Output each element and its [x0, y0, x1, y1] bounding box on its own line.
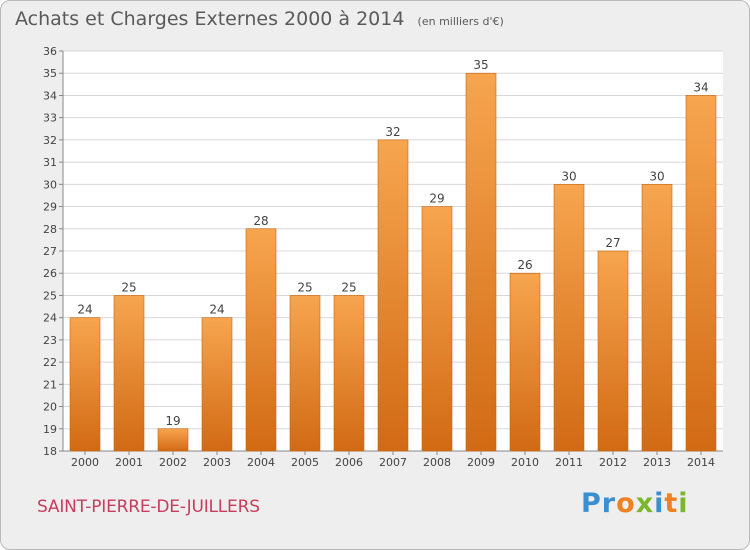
data-label: 29 [429, 192, 444, 206]
data-label: 34 [693, 80, 708, 94]
bar-2006 [333, 295, 365, 452]
x-tick-label: 2013 [643, 456, 671, 469]
bar-2010 [509, 272, 541, 452]
y-tick-label: 26 [43, 267, 57, 280]
bar-2013 [641, 184, 673, 452]
data-label: 24 [209, 303, 224, 317]
logo-letter: x [635, 488, 655, 519]
y-tick-label: 32 [43, 134, 57, 147]
bar-2000 [69, 317, 101, 452]
logo-letter: r [601, 488, 617, 519]
data-label: 25 [341, 280, 356, 294]
bar-2009 [465, 72, 497, 452]
bar-2011 [553, 184, 585, 452]
x-tick-label: 2004 [247, 456, 275, 469]
data-label: 25 [297, 280, 312, 294]
data-label: 30 [649, 169, 664, 183]
y-tick-label: 30 [43, 178, 57, 191]
bar-2007 [377, 139, 409, 452]
bar-2003 [201, 317, 233, 452]
y-tick-label: 27 [43, 245, 57, 258]
proxiti-logo: Proxiti [581, 488, 689, 519]
chart-title: Achats et Charges Externes 2000 à 2014 [15, 8, 405, 30]
data-label: 35 [473, 58, 488, 72]
y-tick-label: 19 [43, 423, 57, 436]
y-tick-label: 36 [43, 45, 57, 58]
x-tick-label: 2001 [115, 456, 143, 469]
bar-2001 [113, 295, 145, 452]
y-tick-label: 31 [43, 156, 57, 169]
x-tick-label: 2010 [511, 456, 539, 469]
y-tick-label: 21 [43, 378, 57, 391]
x-tick-label: 2008 [423, 456, 451, 469]
logo-letter: i [654, 488, 665, 519]
x-tick-label: 2002 [159, 456, 187, 469]
bar-2004 [245, 228, 277, 452]
y-tick-label: 24 [43, 312, 57, 325]
data-label: 30 [561, 169, 576, 183]
bar-2012 [597, 250, 629, 452]
y-tick-label: 18 [43, 445, 57, 458]
data-label: 32 [385, 125, 400, 139]
logo-letter: i [678, 488, 689, 519]
x-tick-label: 2011 [555, 456, 583, 469]
x-tick-label: 2005 [291, 456, 319, 469]
x-tick-label: 2012 [599, 456, 627, 469]
chart-title-row: Achats et Charges Externes 2000 à 2014 (… [15, 8, 504, 30]
data-label: 28 [253, 214, 268, 228]
x-tick-label: 2003 [203, 456, 231, 469]
commune-name: SAINT-PIERRE-DE-JUILLERS [37, 497, 260, 517]
y-tick-label: 28 [43, 223, 57, 236]
logo-letter: P [581, 488, 602, 519]
data-label: 27 [605, 236, 620, 250]
y-tick-label: 25 [43, 289, 57, 302]
chart-unit: (en milliers d'€) [417, 15, 504, 28]
y-tick-label: 33 [43, 112, 57, 125]
x-tick-label: 2009 [467, 456, 495, 469]
data-label: 19 [165, 414, 180, 428]
logo-letter: o [616, 488, 636, 519]
y-tick-label: 35 [43, 67, 57, 80]
y-tick-label: 34 [43, 89, 57, 102]
y-tick-label: 20 [43, 401, 57, 414]
bar-2014 [685, 95, 717, 452]
x-tick-label: 2000 [71, 456, 99, 469]
data-label: 24 [77, 303, 92, 317]
bar-2002 [157, 428, 189, 452]
bar-2008 [421, 206, 453, 452]
y-tick-label: 29 [43, 201, 57, 214]
bar-2005 [289, 295, 321, 452]
data-label: 26 [517, 258, 532, 272]
data-label: 25 [121, 280, 136, 294]
logo-letter: t [664, 488, 679, 519]
x-tick-label: 2007 [379, 456, 407, 469]
y-tick-label: 22 [43, 356, 57, 369]
y-tick-label: 23 [43, 334, 57, 347]
x-tick-label: 2014 [687, 456, 715, 469]
x-tick-label: 2006 [335, 456, 363, 469]
